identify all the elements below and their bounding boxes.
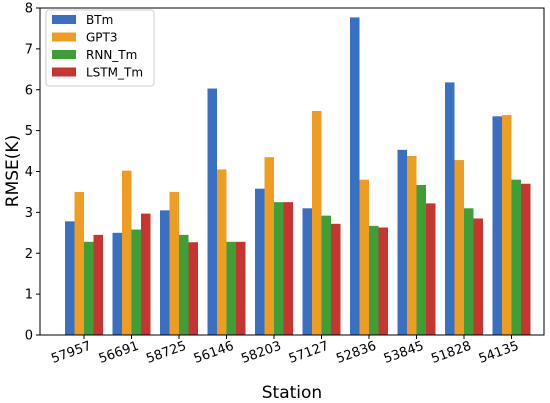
x-tick-label: 56146 <box>192 339 236 367</box>
bar-rnn-tm-57957 <box>84 241 94 335</box>
y-tick-label: 8 <box>25 2 33 17</box>
legend-swatch-rnn-tm <box>52 50 76 59</box>
bar-lstm-tm-56146 <box>236 241 246 335</box>
bar-lstm-tm-52836 <box>378 227 388 335</box>
y-tick-label: 3 <box>25 206 33 221</box>
legend-label-gpt3: GPT3 <box>86 31 118 45</box>
x-tick-label: 57127 <box>287 339 331 367</box>
y-axis-ticks: 0 1 2 3 4 5 6 7 8 <box>25 2 40 344</box>
x-tick-label: 53845 <box>382 339 426 367</box>
legend-label-btm: BTm <box>86 13 113 27</box>
y-tick-label: 0 <box>25 329 33 344</box>
x-tick-label: 58203 <box>239 339 283 367</box>
legend-label-rnn-tm: RNN_Tm <box>86 48 137 62</box>
bar-btm-57957 <box>65 221 75 335</box>
bar-btm-54135 <box>492 116 502 335</box>
bar-lstm-tm-54135 <box>521 183 531 335</box>
legend-swatch-btm <box>52 15 76 24</box>
bar-btm-51828 <box>445 82 455 335</box>
bar-gpt3-56146 <box>217 169 227 335</box>
legend-box <box>45 9 155 87</box>
x-axis-ticks: 57957 56691 58725 56146 58203 57127 52836 53845… <box>49 335 521 367</box>
bar-lstm-tm-56691 <box>141 213 151 335</box>
bar-rnn-tm-57127 <box>321 215 331 335</box>
legend-label-lstm-tm: LSTM_Tm <box>86 66 143 80</box>
x-tick-label: 58725 <box>144 339 188 367</box>
bar-lstm-tm-51828 <box>473 218 483 335</box>
bar-btm-57127 <box>302 208 312 335</box>
bars-layer <box>65 17 531 336</box>
x-tick-label: 52836 <box>334 339 378 367</box>
legend-swatch-lstm-tm <box>52 67 76 77</box>
bar-lstm-tm-53845 <box>426 203 436 335</box>
bar-btm-56146 <box>207 88 217 336</box>
bar-btm-52836 <box>350 17 360 336</box>
x-tick-label: 56691 <box>97 339 141 367</box>
bar-rnn-tm-52836 <box>369 225 379 335</box>
bar-btm-56691 <box>112 232 122 335</box>
y-tick-label: 6 <box>25 83 33 98</box>
bar-gpt3-58725 <box>169 191 179 335</box>
x-axis-title: Station <box>262 383 322 403</box>
bar-rnn-tm-58203 <box>274 202 284 335</box>
bar-rnn-tm-53845 <box>416 184 426 335</box>
y-tick-label: 1 <box>25 288 33 303</box>
bar-btm-58725 <box>160 210 170 335</box>
bar-rnn-tm-56146 <box>226 241 236 335</box>
bar-lstm-tm-57957 <box>93 234 103 335</box>
x-tick-label: 57957 <box>49 339 93 367</box>
x-tick-label: 54135 <box>477 339 521 367</box>
bar-gpt3-54135 <box>502 115 512 335</box>
y-axis-title: RMSE(K) <box>3 135 23 207</box>
legend-swatch-gpt3 <box>52 32 76 42</box>
bar-btm-53845 <box>397 149 407 335</box>
bar-gpt3-52836 <box>359 179 369 335</box>
bar-btm-58203 <box>255 188 265 335</box>
bar-gpt3-58203 <box>264 157 274 335</box>
bar-rnn-tm-56691 <box>131 229 141 335</box>
bar-rnn-tm-58725 <box>179 234 189 335</box>
y-tick-label: 5 <box>25 124 33 139</box>
bar-rnn-tm-51828 <box>464 208 474 335</box>
bar-lstm-tm-58725 <box>188 242 198 335</box>
bar-rnn-tm-54135 <box>511 179 521 335</box>
bar-gpt3-56691 <box>122 170 132 335</box>
bar-gpt3-57957 <box>74 191 84 335</box>
y-tick-label: 7 <box>25 42 33 57</box>
bar-gpt3-51828 <box>454 160 464 335</box>
y-tick-label: 4 <box>25 165 33 180</box>
bar-lstm-tm-57127 <box>331 223 341 335</box>
bar-gpt3-57127 <box>312 111 322 335</box>
bar-lstm-tm-58203 <box>283 202 293 335</box>
bar-gpt3-53845 <box>407 155 417 335</box>
y-tick-label: 2 <box>25 247 33 262</box>
legend: BTm GPT3 RNN_Tm LSTM_Tm <box>45 9 155 87</box>
x-tick-label: 51828 <box>429 339 473 367</box>
